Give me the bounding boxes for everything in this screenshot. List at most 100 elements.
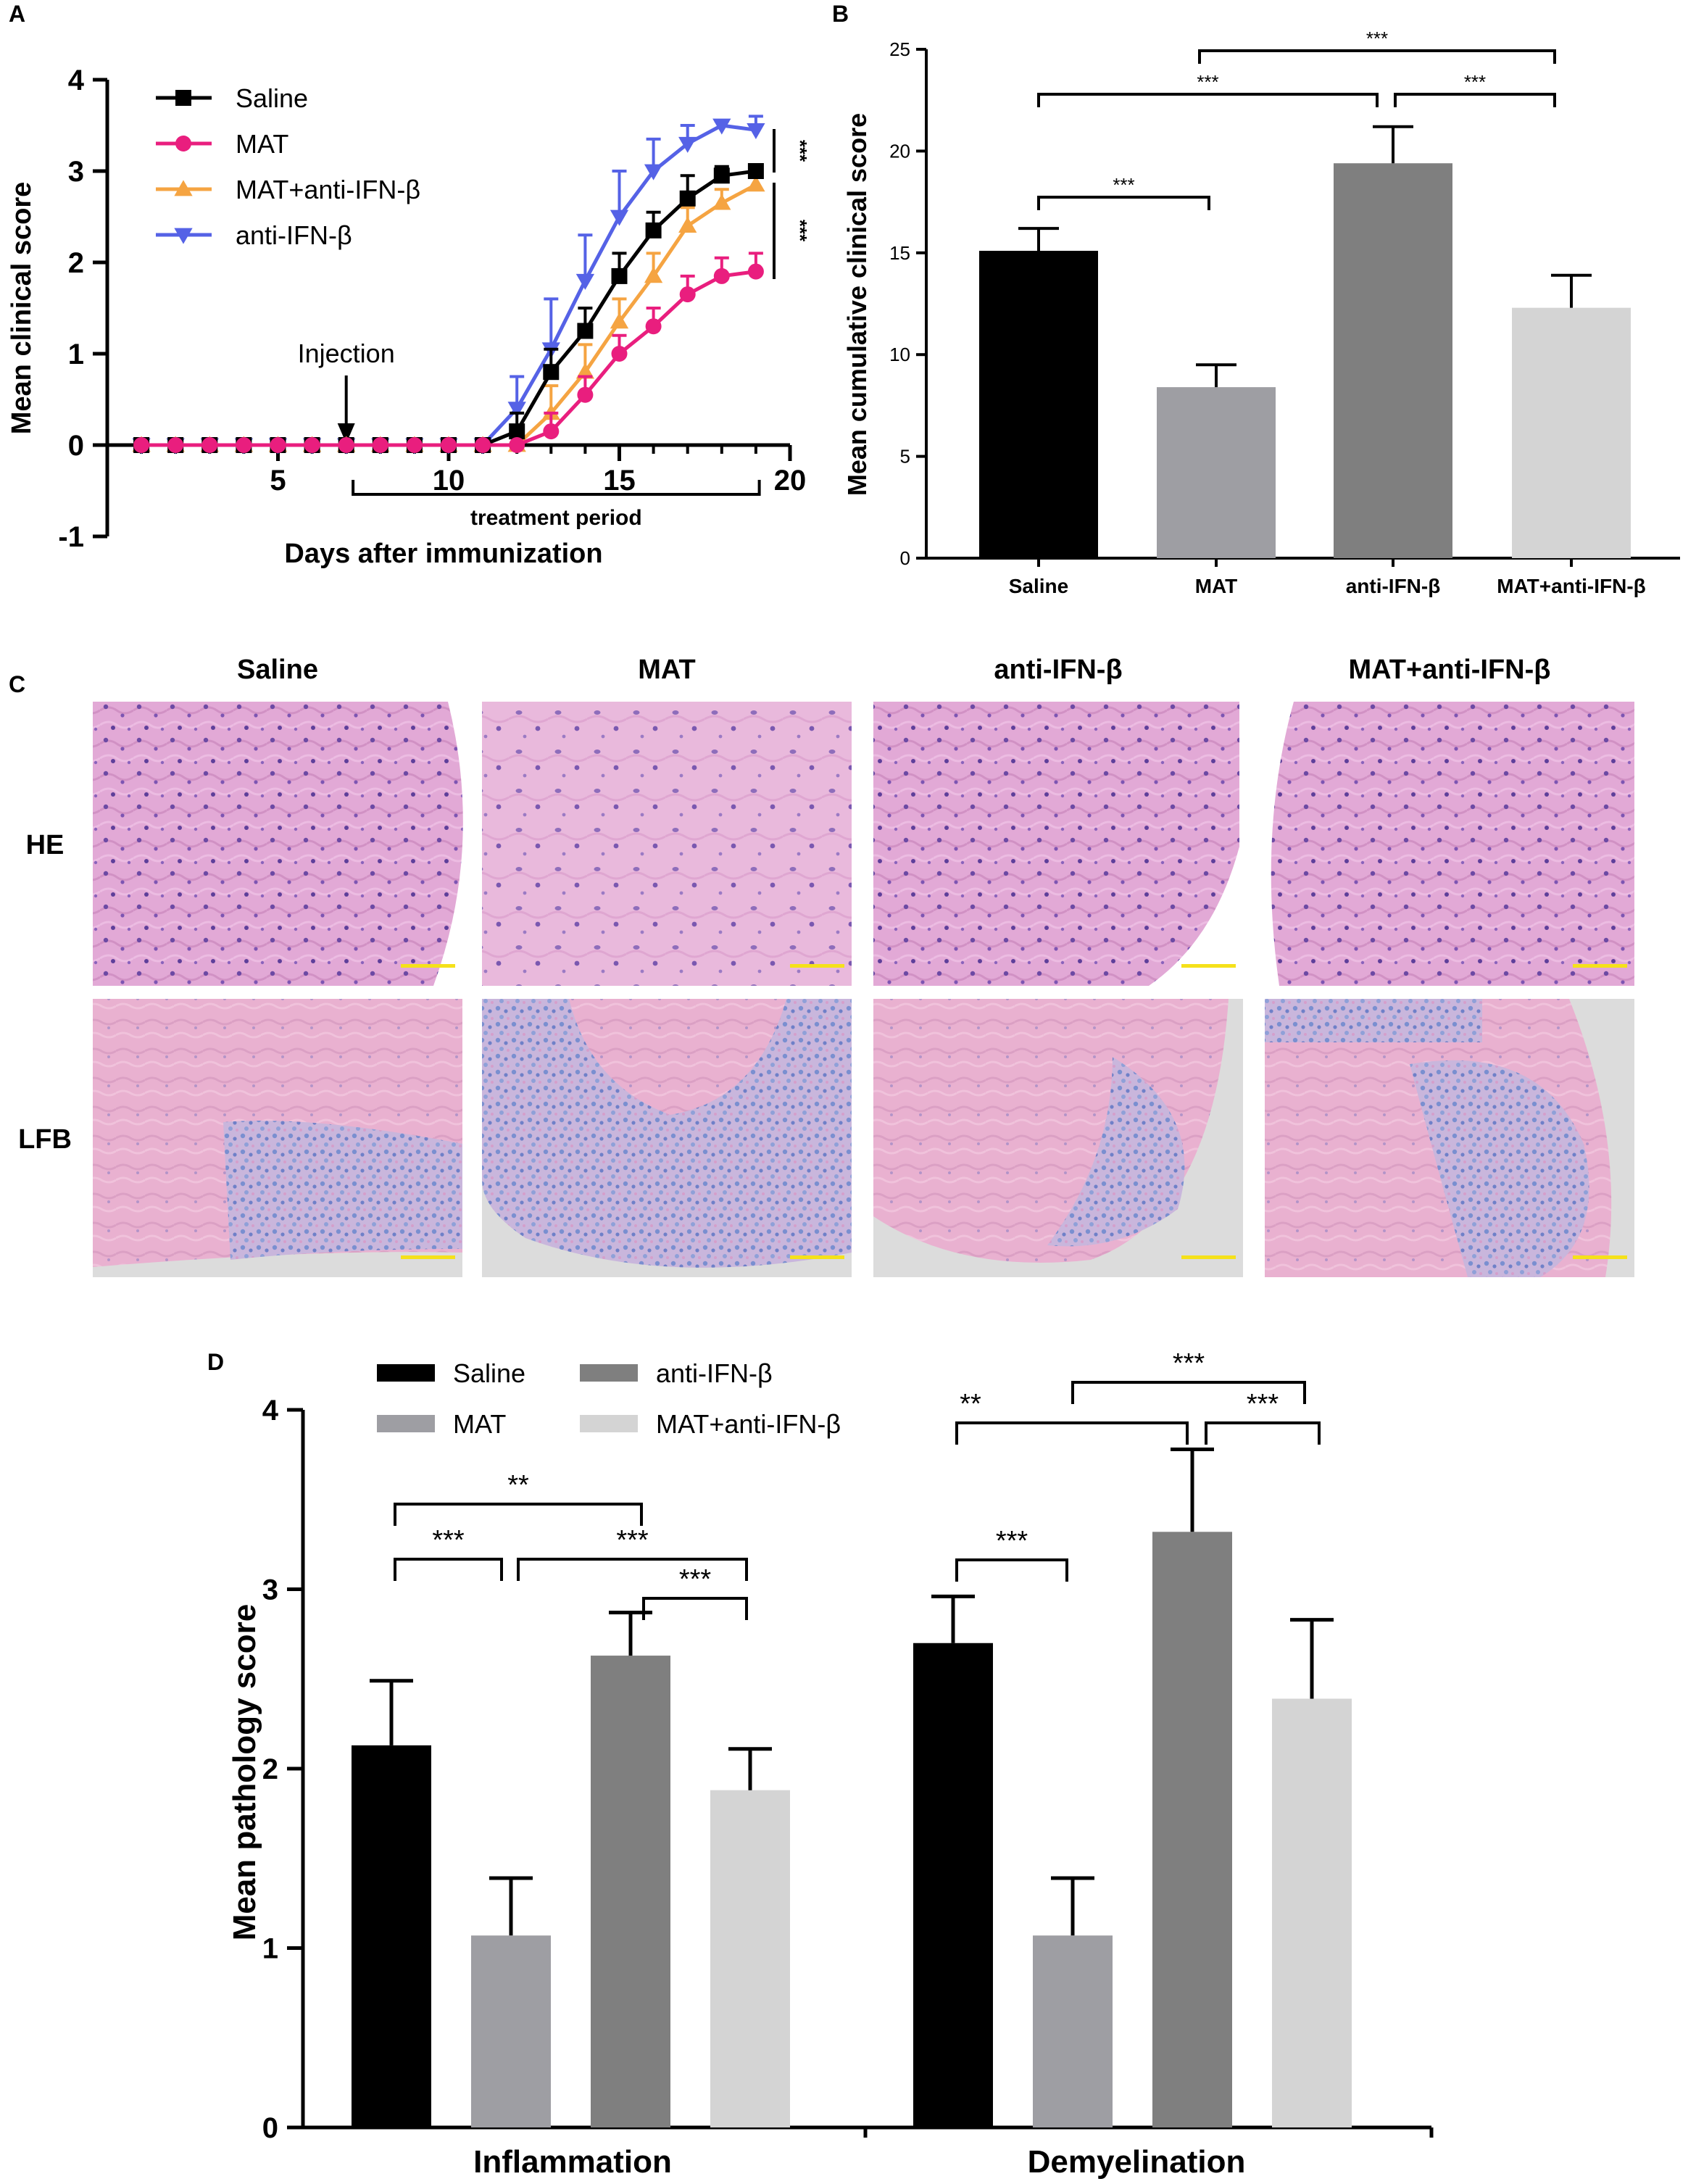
y-tick-label: 1 xyxy=(68,339,84,370)
sig-bracket xyxy=(1394,93,1556,107)
histology-column-title: MAT+anti-IFN-β xyxy=(1349,655,1551,685)
y-tick-label: 4 xyxy=(68,65,85,96)
legend-label: MAT+anti-IFN-β xyxy=(236,175,420,204)
histology-row-label: HE xyxy=(26,830,65,860)
lfb-white-matter-combo-top xyxy=(1265,999,1482,1042)
series-line-3 xyxy=(141,123,757,447)
data-point xyxy=(678,136,697,153)
legend-marker xyxy=(175,136,191,151)
y-tick-label: 0 xyxy=(900,547,910,569)
y-tick-label: 0 xyxy=(262,2112,278,2144)
injection-label: Injection xyxy=(298,339,395,368)
histology-column-title: MAT xyxy=(638,655,696,685)
y-tick-label: 20 xyxy=(889,140,910,162)
sig-label: *** xyxy=(996,1526,1028,1556)
x-tick-label: Demyelination xyxy=(1028,2144,1246,2180)
treatment-period-bracket xyxy=(352,480,761,496)
y-tick-label: 0 xyxy=(68,430,84,462)
bar-1 xyxy=(1157,387,1276,558)
sig-label-lower: *** xyxy=(789,220,811,242)
legend-marker xyxy=(175,90,191,106)
x-tick-label: MAT xyxy=(1195,575,1238,597)
sig-bracket xyxy=(517,1558,748,1581)
sig-label: ** xyxy=(507,1470,529,1500)
x-tick-label: 15 xyxy=(603,465,636,497)
panel-label-b: B xyxy=(832,1,849,27)
y-tick-label: 25 xyxy=(889,38,910,60)
x-tick-label: 5 xyxy=(270,465,286,497)
data-point xyxy=(372,437,388,453)
data-point xyxy=(509,437,525,453)
y-tick-label: 3 xyxy=(262,1574,278,1606)
scale-bar xyxy=(1573,964,1627,968)
legend-marker xyxy=(174,180,193,196)
sig-bracket xyxy=(394,1558,503,1581)
legend-label: Saline xyxy=(453,1358,525,1388)
x-tick-label: anti-IFN-β xyxy=(1346,575,1441,597)
data-point xyxy=(236,437,252,453)
data-point xyxy=(678,216,697,233)
bar-0 xyxy=(979,250,1098,558)
sig-bracket xyxy=(1198,49,1556,64)
y-tick-label: 4 xyxy=(262,1395,279,1427)
sig-label: *** xyxy=(1247,1389,1279,1419)
scale-bar xyxy=(1573,1255,1627,1259)
y-tick-label: 2 xyxy=(68,247,84,279)
he-tissue-anti xyxy=(873,702,1239,986)
data-point xyxy=(610,209,629,226)
bar-3-1 xyxy=(1272,1698,1352,2127)
bar-0-1 xyxy=(913,1643,993,2127)
sig-bracket xyxy=(1205,1421,1321,1445)
data-point xyxy=(644,267,663,283)
data-point xyxy=(575,273,595,290)
legend-label: anti-IFN-β xyxy=(236,220,352,250)
scale-bar xyxy=(790,1255,844,1259)
sig-label: *** xyxy=(616,1525,649,1556)
legend-marker xyxy=(174,228,193,244)
scale-bar xyxy=(401,1255,455,1259)
data-point xyxy=(645,222,662,238)
data-point xyxy=(645,318,662,335)
lfb-white-matter-mat xyxy=(482,999,852,1268)
legend-swatch xyxy=(377,1415,435,1432)
injection-arrowhead xyxy=(337,423,355,444)
series-line-0 xyxy=(141,169,757,447)
data-point xyxy=(577,323,594,339)
data-point xyxy=(747,263,764,280)
bar-3 xyxy=(1512,307,1631,558)
scale-bar xyxy=(1181,1255,1236,1259)
data-point xyxy=(577,386,594,403)
bar-3-0 xyxy=(710,1790,790,2127)
scale-bar xyxy=(790,964,844,968)
data-point xyxy=(747,175,765,192)
panel-label-a: A xyxy=(9,1,25,27)
he-tissue-mat xyxy=(482,702,852,986)
histology-column-title: anti-IFN-β xyxy=(994,655,1122,685)
y-axis-label: Mean pathology score xyxy=(227,1604,262,1941)
panel-d-bar-chart: 0 1 2 3 4 Inflammation Demyelination Mean patho… xyxy=(227,1348,1434,2180)
panel-label-d: D xyxy=(207,1349,224,1375)
data-point xyxy=(543,423,560,440)
bar-0-0 xyxy=(352,1745,431,2127)
x-axis-label: Days after immunization xyxy=(284,539,602,569)
sig-label: *** xyxy=(1113,174,1134,196)
data-point xyxy=(507,402,526,418)
data-point xyxy=(644,164,663,180)
data-point xyxy=(304,437,320,453)
data-point xyxy=(747,163,764,179)
legend-swatch xyxy=(377,1364,435,1382)
data-point xyxy=(133,437,150,453)
panel-label-c: C xyxy=(9,671,25,697)
scale-bar xyxy=(1181,964,1236,968)
data-point xyxy=(338,437,354,453)
sig-label-upper: *** xyxy=(789,140,811,162)
legend-swatch xyxy=(580,1415,638,1432)
y-tick-label: 1 xyxy=(262,1933,278,1965)
legend-label: Saline xyxy=(236,83,308,113)
x-tick-label: Saline xyxy=(1009,575,1068,597)
data-point xyxy=(712,194,731,210)
data-point xyxy=(406,437,423,453)
data-point xyxy=(475,437,491,453)
sig-bracket xyxy=(1037,93,1379,107)
x-tick-label: MAT+anti-IFN-β xyxy=(1497,575,1646,597)
